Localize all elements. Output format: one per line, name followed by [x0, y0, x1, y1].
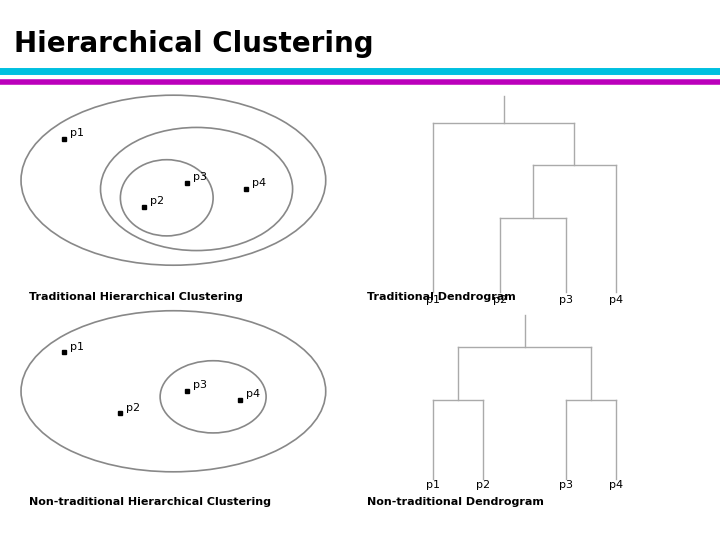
Text: p4: p4 [246, 389, 260, 399]
Text: p2: p2 [492, 295, 507, 305]
Text: p4: p4 [252, 178, 266, 188]
Text: Traditional Hierarchical Clustering: Traditional Hierarchical Clustering [29, 292, 243, 302]
Text: p3: p3 [192, 172, 207, 182]
Text: p2: p2 [126, 403, 140, 413]
Text: Non-traditional Dendrogram: Non-traditional Dendrogram [367, 497, 544, 507]
Text: p1: p1 [70, 128, 84, 138]
Text: p4: p4 [608, 295, 623, 305]
Text: Non-traditional Hierarchical Clustering: Non-traditional Hierarchical Clustering [29, 497, 271, 507]
Text: p1: p1 [70, 342, 84, 352]
Text: p4: p4 [608, 480, 623, 490]
Text: p2: p2 [150, 195, 163, 206]
Text: p1: p1 [426, 295, 441, 305]
Text: Traditional Dendrogram: Traditional Dendrogram [367, 292, 516, 302]
Text: p3: p3 [559, 295, 573, 305]
Text: p3: p3 [192, 381, 207, 390]
Text: p1: p1 [426, 480, 441, 490]
Text: Hierarchical Clustering: Hierarchical Clustering [14, 30, 374, 58]
Text: p2: p2 [476, 480, 490, 490]
Text: p3: p3 [559, 480, 573, 490]
